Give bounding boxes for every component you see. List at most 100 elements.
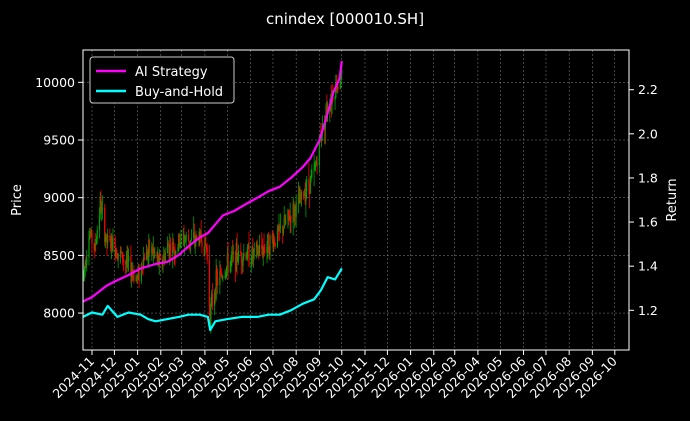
candle-body <box>329 109 331 112</box>
candle-body <box>88 238 90 258</box>
y-right-tick-label: 1.2 <box>638 303 658 318</box>
candle-body <box>142 256 145 269</box>
y-left-tick-label: 9000 <box>43 190 75 205</box>
candle-body <box>334 97 336 101</box>
candle-body <box>290 216 292 223</box>
candle-body <box>292 203 294 223</box>
candle-body <box>266 246 268 253</box>
candle-body <box>177 247 179 252</box>
candle-body <box>121 252 123 254</box>
y-left-tick-label: 10000 <box>35 75 75 90</box>
y-axis-right-label: Return <box>665 178 680 221</box>
candle-body <box>166 242 169 253</box>
candle-body <box>169 244 171 256</box>
candle-body <box>138 269 140 282</box>
candle-body <box>96 230 98 240</box>
y-left-tick-label: 9500 <box>43 133 75 148</box>
candle-body <box>252 247 254 257</box>
candle-body <box>153 249 155 253</box>
candle-body <box>282 228 285 234</box>
candle-body <box>220 272 222 277</box>
candle-body <box>243 253 245 257</box>
candle-body <box>325 104 327 117</box>
candle-body <box>115 249 117 256</box>
candle-body <box>314 167 316 169</box>
candle-body <box>282 226 284 234</box>
candle-body <box>211 293 213 304</box>
candle-body <box>85 263 87 265</box>
candle-body <box>288 209 290 216</box>
candle-body <box>277 228 279 231</box>
candle-body <box>227 254 229 273</box>
y-right-tick-label: 1.8 <box>638 170 658 185</box>
y-left-tick-label: 8500 <box>43 248 75 263</box>
candle-body <box>284 217 286 224</box>
candle-body <box>268 252 270 256</box>
candle-body <box>226 254 228 267</box>
candle-body <box>116 249 118 259</box>
candle-body <box>174 252 176 258</box>
candle-body <box>251 247 253 262</box>
candle-body <box>231 251 233 258</box>
candle-body <box>255 243 258 249</box>
candle-body <box>335 82 337 98</box>
candle-body <box>257 250 259 255</box>
candle-body <box>146 250 148 258</box>
candle-body <box>274 242 276 247</box>
candle-body <box>205 237 207 246</box>
candle-body <box>271 235 273 240</box>
candle-body <box>326 104 328 114</box>
candle-body <box>221 276 223 279</box>
candle-body <box>104 207 106 242</box>
plot-frame <box>82 49 630 351</box>
candle-body <box>184 239 187 241</box>
y-right-tick-label: 1.6 <box>638 215 658 230</box>
candle-body <box>204 237 206 255</box>
candle-body <box>293 203 295 216</box>
candle-body <box>276 228 279 247</box>
candle-body <box>222 277 224 279</box>
candle-body <box>211 293 213 306</box>
candle-body <box>99 197 101 215</box>
candle-body <box>151 246 154 254</box>
candle-body <box>143 256 145 261</box>
candle-body <box>231 251 234 255</box>
candle-body <box>83 271 85 279</box>
candle-body <box>214 292 216 299</box>
candle-body <box>308 179 310 185</box>
candle-body <box>105 234 107 239</box>
candle-body <box>84 263 86 267</box>
candle-body <box>193 232 196 242</box>
candle-body <box>158 256 160 266</box>
candle-body <box>156 252 158 259</box>
candle-body <box>196 235 198 237</box>
legend: AI Strategy Buy-and-Hold <box>89 56 235 104</box>
y-axis-left: 8000 8500 9000 9500 10000 <box>35 75 83 321</box>
candle-body <box>154 252 156 254</box>
candle-body <box>163 254 165 262</box>
candle-body <box>206 247 208 260</box>
candle-body <box>110 239 112 248</box>
candle-body <box>185 234 187 240</box>
legend-label-bh: Buy-and-Hold <box>135 85 223 100</box>
candle-body <box>241 262 243 266</box>
candle-body <box>163 254 166 262</box>
candle-body <box>112 238 114 252</box>
candle-body <box>258 250 260 254</box>
candle-body <box>101 208 103 213</box>
y-right-tick-label: 2.0 <box>638 126 658 141</box>
candle-body <box>299 193 301 204</box>
candle-body <box>159 256 161 259</box>
candle-body <box>110 236 113 248</box>
candle-body <box>234 252 237 272</box>
candle-body <box>198 236 200 245</box>
candle-body <box>151 246 153 254</box>
candle-body <box>288 215 291 221</box>
candle-body <box>172 242 174 255</box>
candle-body <box>267 234 269 247</box>
candle-body <box>180 234 182 243</box>
candle-body <box>148 239 150 253</box>
chart-title: cnindex [000010.SH] <box>266 10 424 28</box>
candle-body <box>106 234 108 244</box>
y-right-tick-label: 1.4 <box>638 259 658 274</box>
